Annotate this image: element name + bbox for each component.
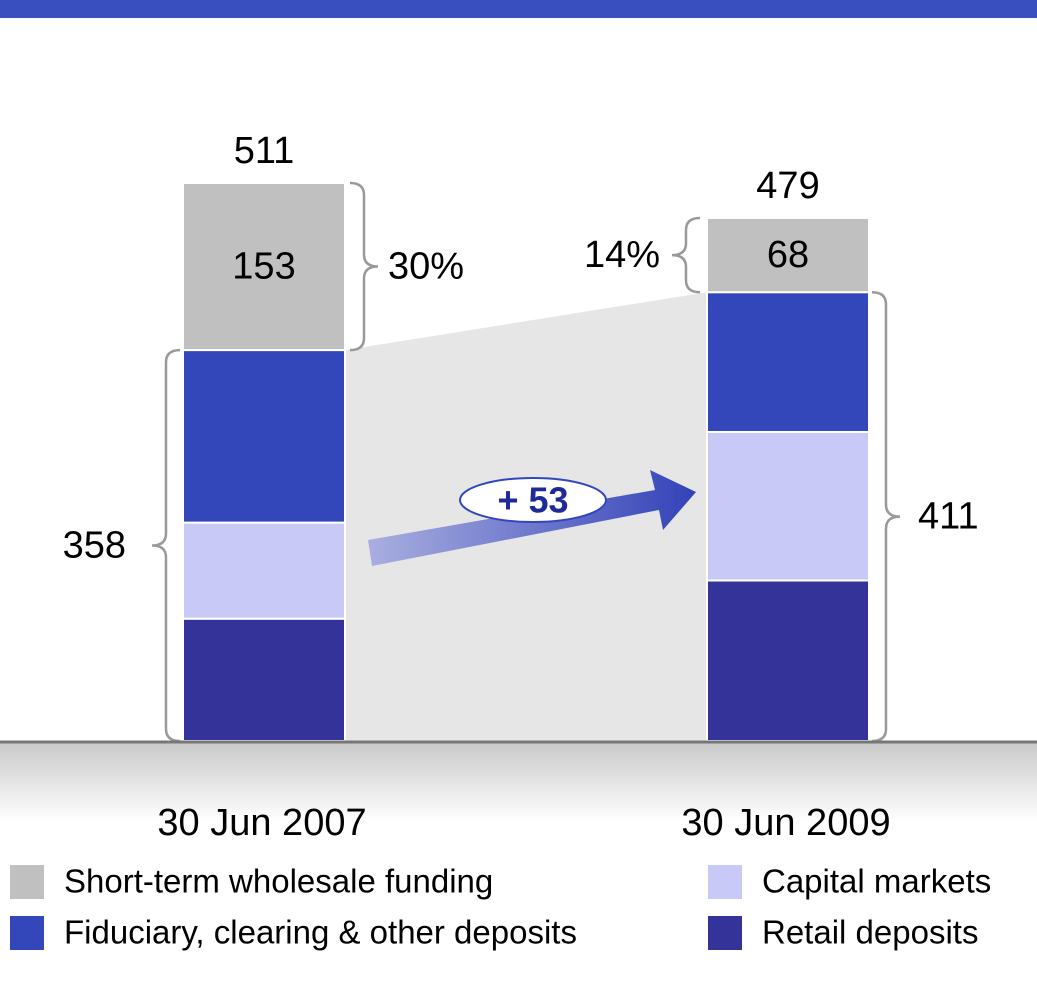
x-tick-label: 30 Jun 2007	[157, 802, 366, 844]
top-band	[0, 0, 1037, 18]
bar-segment	[706, 579, 870, 742]
total-label: 479	[756, 165, 819, 207]
bar-segment	[706, 216, 870, 294]
legend-label: Short-term wholesale funding	[64, 863, 493, 900]
floor	[0, 741, 1037, 821]
deposit-total-label: 358	[63, 525, 126, 567]
total-label: 511	[234, 130, 295, 172]
brace	[151, 348, 181, 743]
legend-swatch	[708, 916, 742, 950]
change-oval	[459, 477, 607, 523]
brace	[671, 216, 701, 294]
bar-segment	[706, 291, 870, 433]
legend-label: Capital markets	[762, 863, 991, 900]
deposit-total-label: 411	[918, 496, 979, 538]
brace	[871, 290, 901, 743]
bar-segment	[182, 182, 346, 352]
legend-swatch	[708, 865, 742, 899]
value-label: 153	[232, 246, 295, 288]
bar-segment	[182, 349, 346, 524]
change-label: + 53	[497, 480, 568, 521]
bar-segment	[706, 430, 870, 582]
bar-segment	[182, 521, 346, 620]
share-label: 14%	[584, 234, 660, 276]
legend-swatch	[10, 916, 44, 950]
legend-label: Fiduciary, clearing & other deposits	[64, 914, 577, 951]
legend-label: Retail deposits	[762, 914, 978, 951]
legend-swatch	[10, 865, 44, 899]
x-tick-label: 30 Jun 2009	[681, 802, 890, 844]
value-label: 68	[767, 234, 809, 276]
bar-segment	[182, 617, 346, 742]
brace	[349, 181, 379, 352]
share-label: 30%	[388, 246, 464, 288]
